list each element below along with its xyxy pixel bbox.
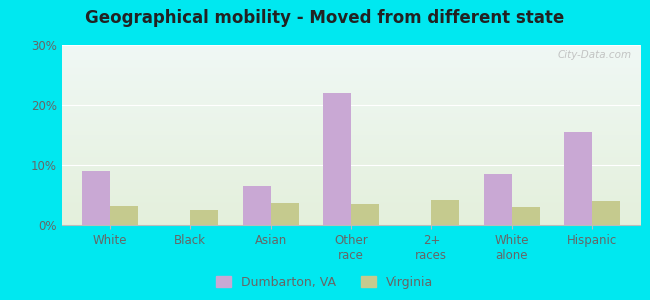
Bar: [270, 203, 299, 225]
Bar: [190, 210, 218, 225]
Legend: Dumbarton, VA, Virginia: Dumbarton, VA, Virginia: [211, 271, 439, 294]
Text: City-Data.com: City-Data.com: [558, 50, 632, 60]
Bar: [432, 200, 460, 225]
Bar: [82, 171, 110, 225]
Bar: [592, 201, 620, 225]
Text: Geographical mobility - Moved from different state: Geographical mobility - Moved from diffe…: [85, 9, 565, 27]
Bar: [323, 93, 351, 225]
Bar: [484, 174, 512, 225]
Bar: [564, 132, 592, 225]
Bar: [512, 207, 540, 225]
Bar: [110, 206, 138, 225]
Bar: [351, 204, 379, 225]
Bar: [242, 186, 270, 225]
